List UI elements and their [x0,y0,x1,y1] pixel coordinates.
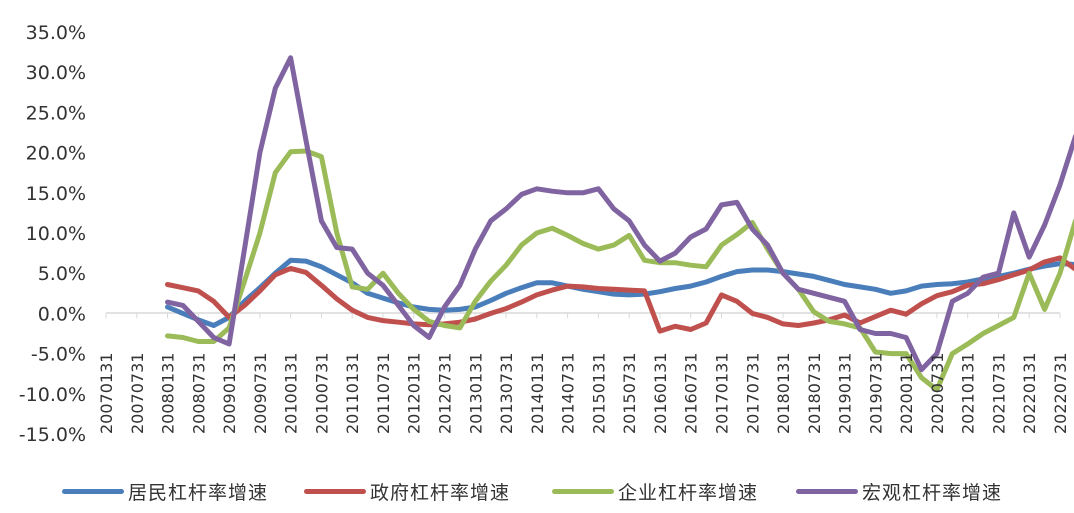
series-line-3 [165,55,1074,373]
legend-swatch-government [304,488,366,494]
x-tick-label: 20110731 [374,353,393,434]
x-tick-label: 20140731 [559,353,578,434]
series-line-2 [165,148,1074,393]
x-tick-label: 20210131 [959,353,978,434]
series-line-0 [165,257,1074,328]
x-tick-label: 20180731 [805,353,824,434]
legend-swatch-corporate [552,488,614,494]
x-tick-label: 20120731 [436,353,455,434]
x-tick-label: 20090731 [251,353,270,434]
legend-item-household: 居民杠杆率增速 [62,476,268,506]
x-tick-label: 20100131 [282,353,301,434]
x-tick-label: 20160731 [682,353,701,434]
x-tick-label: 20100731 [312,353,331,434]
y-tick-label: 30.0% [26,62,86,84]
x-tick-label: 20120131 [405,353,424,434]
x-tick-label: 20170131 [712,353,731,434]
x-tick-label: 20150131 [589,353,608,434]
legend-item-macro: 宏观杠杆率增速 [796,476,1002,506]
y-tick-label: 25.0% [26,102,86,124]
x-tick-label: 20070131 [97,353,116,434]
x-tick-label: 20160131 [651,353,670,434]
legend-label-macro: 宏观杠杆率增速 [862,481,1003,504]
x-tick-label: 20180131 [774,353,793,434]
x-tick-label: 20070731 [128,353,147,434]
line-chart: 35.0% 30.0% 25.0% 20.0% 15.0% 10.0% 5.0% 0.0% -5… [19,22,1074,446]
series-lines [165,55,1074,393]
x-tick-label: 20080731 [189,353,208,434]
x-tick-label: 20190731 [866,353,885,434]
x-tick-label: 20210731 [989,353,1008,434]
x-tick-label: 20220131 [1020,353,1039,434]
x-tick-label: 20220731 [1051,353,1070,434]
y-tick-label: 20.0% [26,143,86,165]
y-tick-label: 15.0% [26,183,86,205]
legend-swatch-household [62,488,124,494]
x-tick-label: 20140131 [528,353,547,434]
legend-label-household: 居民杠杆率增速 [128,481,269,504]
x-tick-label: 20170731 [743,353,762,434]
legend-swatch-macro [796,488,858,494]
legend: 居民杠杆率增速 政府杠杆率增速 企业杠杆率增速 宏观杠杆率增速 [0,476,1074,506]
y-tick-label: 5.0% [38,263,86,285]
series-line-1 [165,255,1074,334]
x-tick-label: 20090131 [220,353,239,434]
legend-item-government: 政府杠杆率增速 [304,476,510,506]
y-tick-label: -5.0% [31,344,86,366]
x-tick-label: 20110131 [343,353,362,434]
y-tick-label: 35.0% [26,22,86,44]
y-tick-label: -10.0% [19,384,86,406]
x-axis-tick-marks [105,313,1061,319]
x-axis-tick-labels: 20070131 20070731 20080131 20080731 20090131… [97,353,1070,434]
legend-item-corporate: 企业杠杆率增速 [552,476,758,506]
x-tick-label: 20200731 [928,353,947,434]
x-tick-label: 20080131 [159,353,178,434]
x-tick-label: 20150731 [620,353,639,434]
x-tick-label: 20200131 [897,353,916,434]
legend-label-corporate: 企业杠杆率增速 [618,481,759,504]
legend-label-government: 政府杠杆率增速 [370,481,511,504]
y-tick-label: -15.0% [19,424,86,446]
y-axis-tick-labels: 35.0% 30.0% 25.0% 20.0% 15.0% 10.0% 5.0% 0.0% -5… [19,22,86,446]
x-tick-label: 20130131 [466,353,485,434]
y-tick-label: 10.0% [26,223,86,245]
y-tick-label: 0.0% [38,303,86,325]
x-tick-label: 20190131 [836,353,855,434]
x-tick-label: 20130731 [497,353,516,434]
